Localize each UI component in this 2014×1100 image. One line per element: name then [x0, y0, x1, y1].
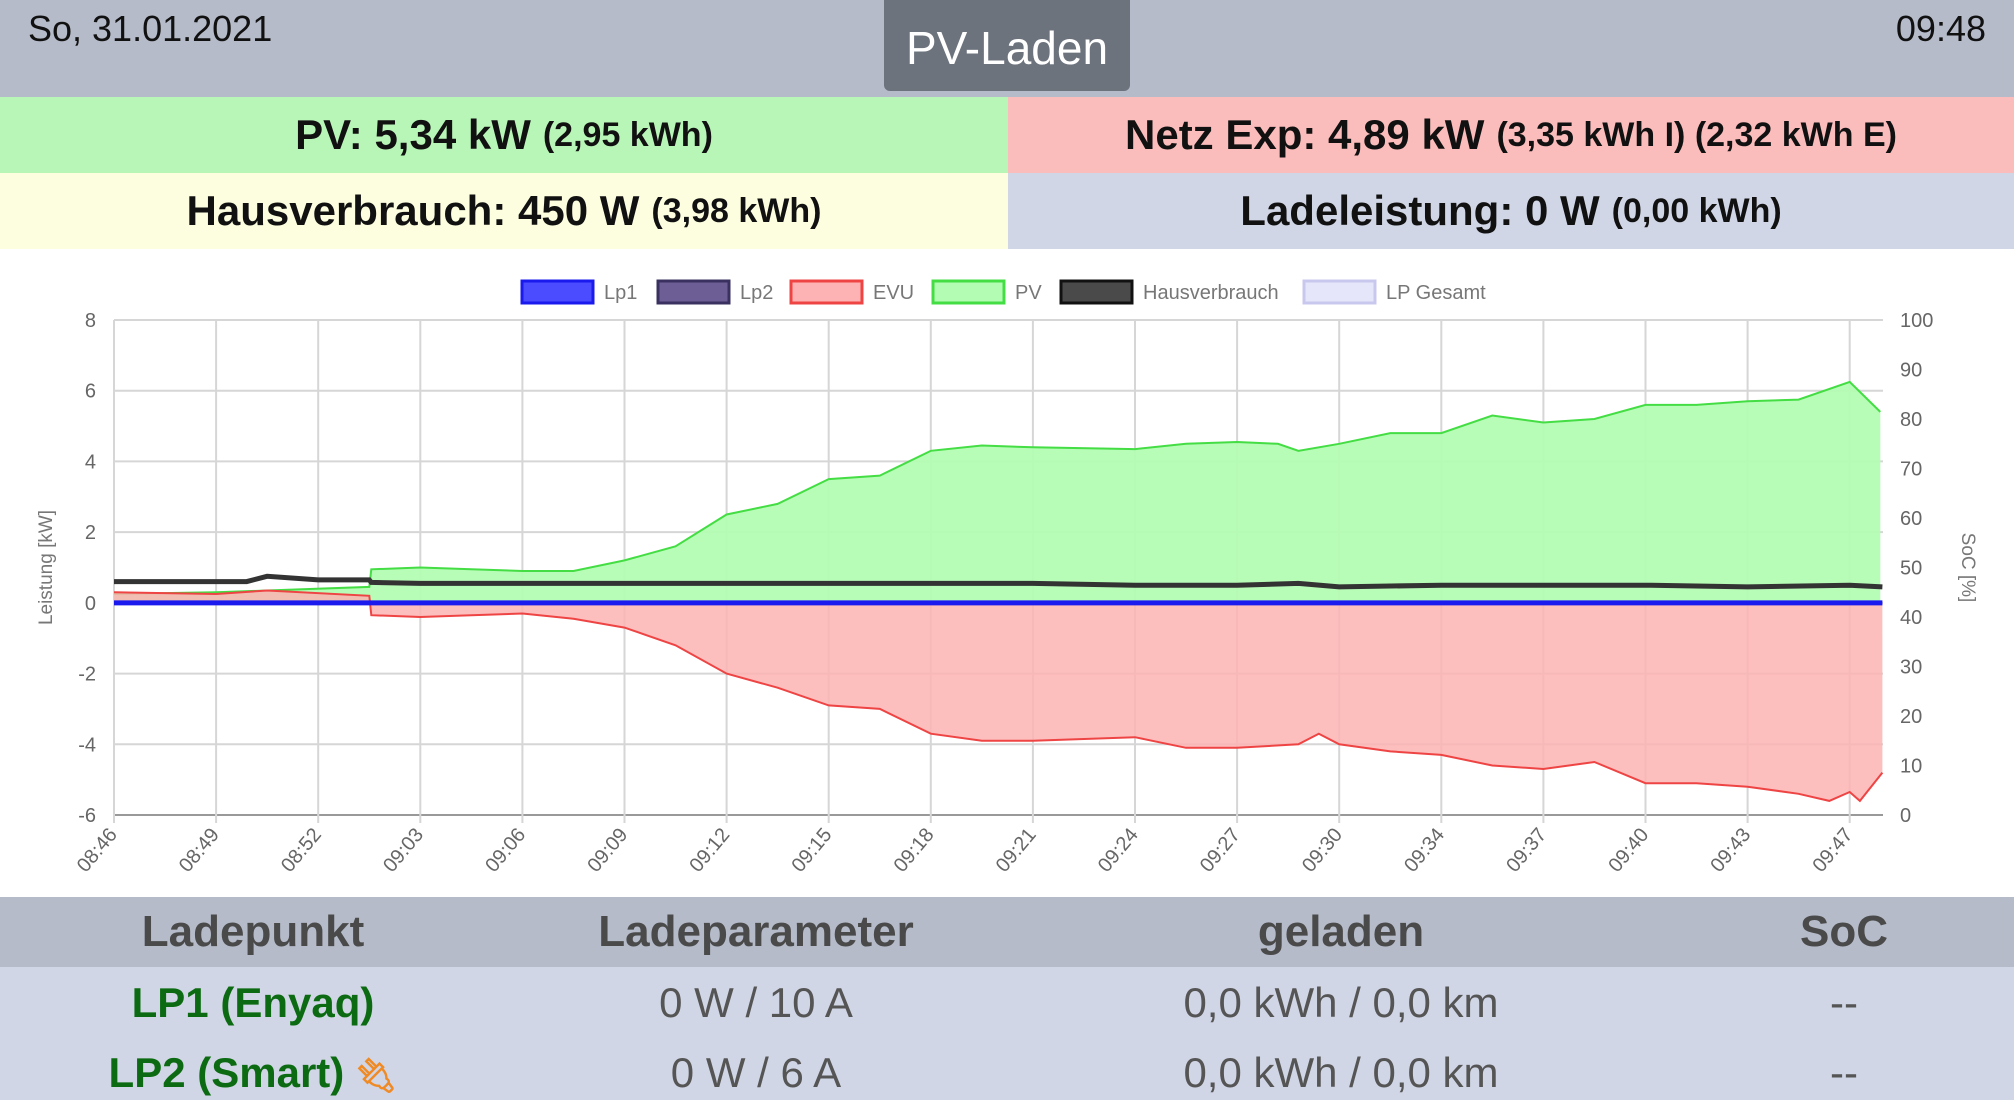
grid-summary: Netz Exp: 4,89 kW (3,35 kWh I) (2,32 kWh …	[1008, 97, 2014, 173]
table-header: Ladepunkt Ladeparameter geladen SoC	[0, 897, 2014, 967]
series-pv-area	[114, 381, 1881, 603]
y2-tick-label: 90	[1900, 360, 1922, 382]
x-tick-label: 08:52	[277, 824, 326, 876]
x-tick-label: 09:24	[1094, 824, 1143, 876]
legend-swatch-evu	[789, 279, 864, 305]
y2-tick-label: 50	[1900, 558, 1922, 580]
table-row-lp1-name[interactable]: LP1 (Enyaq)	[131, 979, 375, 1026]
y2-tick-label: 40	[1900, 607, 1922, 629]
y2-tick-label: 70	[1900, 459, 1922, 481]
y-tick-label: -2	[78, 664, 96, 686]
table-row-lp2-param: 0 W / 6 A	[670, 1049, 842, 1096]
y-tick-label: 6	[85, 381, 96, 403]
col-ladepunkt: Ladepunkt	[141, 907, 365, 956]
x-tick-label: 09:06	[481, 824, 530, 876]
charge-mode-button[interactable]: PV-Laden	[884, 0, 1130, 91]
table-row-lp2-name: LP2 (Smart)	[108, 1049, 345, 1096]
plug-icon: 🔌︎	[354, 1057, 398, 1095]
series-pv-line	[113, 380, 1882, 595]
table-row-lp2-name-cell[interactable]: LP2 (Smart) 🔌︎	[109, 1049, 398, 1097]
x-tick-label: 09:12	[685, 824, 734, 876]
legend-label-pv: PV	[1015, 282, 1042, 304]
col-ladeparameter: Ladeparameter	[598, 907, 914, 956]
x-tick-label: 09:47	[1808, 824, 1857, 876]
table-row-lp2-soc: --	[1830, 1049, 1858, 1096]
chargepoint-table: LP1 (Enyaq) 0 W / 10 A 0,0 kWh / 0,0 km …	[0, 967, 2014, 1100]
y-axis-title: Leistung [kW]	[36, 510, 57, 625]
col-soc: SoC	[1800, 907, 1888, 956]
y2-tick-label: 60	[1900, 508, 1922, 530]
house-summary: Hausverbrauch: 450 W (3,98 kWh)	[0, 173, 1008, 249]
x-tick-label: 09:40	[1604, 824, 1653, 876]
col-geladen: geladen	[1257, 907, 1425, 956]
y-tick-label: 4	[85, 451, 96, 473]
header-bar: So, 31.01.2021 PV-Laden 09:48	[0, 0, 2014, 97]
x-tick-label: 09:30	[1298, 824, 1347, 876]
y2-tick-label: 20	[1900, 706, 1922, 728]
x-tick-label: 09:34	[1400, 824, 1449, 876]
y2-tick-label: 10	[1900, 756, 1922, 778]
x-tick-label: 09:09	[583, 824, 632, 876]
y-tick-label: -4	[78, 734, 96, 756]
x-tick-label: 09:43	[1706, 824, 1755, 876]
series-evu-area	[114, 590, 1883, 801]
grid-power: Netz Exp: 4,89 kW	[1125, 111, 1485, 158]
legend-label-evu: EVU	[873, 282, 914, 304]
table-row-lp1-soc: --	[1830, 979, 1858, 1026]
date-label: So, 31.01.2021	[28, 8, 273, 49]
y-tick-label: 0	[85, 593, 96, 615]
y2-axis-title: SoC [%]	[1957, 533, 1978, 603]
x-tick-label: 09:18	[890, 824, 939, 876]
y2-tick-label: 100	[1900, 310, 1933, 332]
table-row-lp2-charged: 0,0 kWh / 0,0 km	[1183, 1049, 1499, 1096]
table-row-lp1-charged: 0,0 kWh / 0,0 km	[1183, 979, 1499, 1026]
house-power: Hausverbrauch: 450 W	[186, 187, 640, 234]
table-row-lp1-param: 0 W / 10 A	[659, 979, 853, 1026]
y2-tick-label: 30	[1900, 657, 1922, 679]
grid-energy: (3,35 kWh I) (2,32 kWh E)	[1496, 115, 1897, 154]
x-tick-label: 09:27	[1196, 824, 1245, 876]
legend-label-lp-gesamt: LP Gesamt	[1386, 282, 1486, 304]
x-tick-label: 08:46	[73, 824, 122, 876]
x-tick-label: 09:03	[379, 824, 428, 876]
x-tick-label: 08:49	[175, 824, 224, 876]
legend-label-hausverbrauch: Hausverbrauch	[1143, 282, 1279, 304]
series-evu-line	[113, 589, 1884, 803]
legend-swatch-lp1	[520, 279, 595, 305]
legend-label-lp1: Lp1	[604, 282, 637, 304]
y2-tick-label: 0	[1900, 805, 1911, 827]
legend-swatch-lp2	[656, 279, 731, 305]
pv-energy: (2,95 kWh)	[542, 115, 713, 154]
x-tick-label: 09:15	[787, 824, 836, 876]
legend-swatch-hausverbrauch	[1059, 279, 1134, 305]
y-tick-label: 8	[85, 310, 96, 332]
y2-tick-label: 80	[1900, 409, 1922, 431]
y-tick-label: -6	[78, 805, 96, 827]
legend-swatch-lp-gesamt	[1302, 279, 1377, 305]
x-tick-label: 09:21	[992, 824, 1041, 876]
pv-power: PV: 5,34 kW	[295, 111, 531, 158]
pv-summary: PV: 5,34 kW (2,95 kWh)	[0, 97, 1008, 173]
time-label: 09:48	[1895, 8, 1986, 49]
legend-swatch-pv	[931, 279, 1006, 305]
series-hausverbrauch-line	[114, 573, 1883, 590]
charge-energy: (0,00 kWh)	[1611, 191, 1782, 230]
house-energy: (3,98 kWh)	[651, 191, 822, 230]
charge-power: Ladeleistung: 0 W	[1240, 187, 1600, 234]
charge-summary: Ladeleistung: 0 W (0,00 kWh)	[1008, 173, 2014, 249]
y-tick-label: 2	[85, 522, 96, 544]
legend-label-lp2: Lp2	[740, 282, 773, 304]
x-tick-label: 09:37	[1502, 824, 1551, 876]
